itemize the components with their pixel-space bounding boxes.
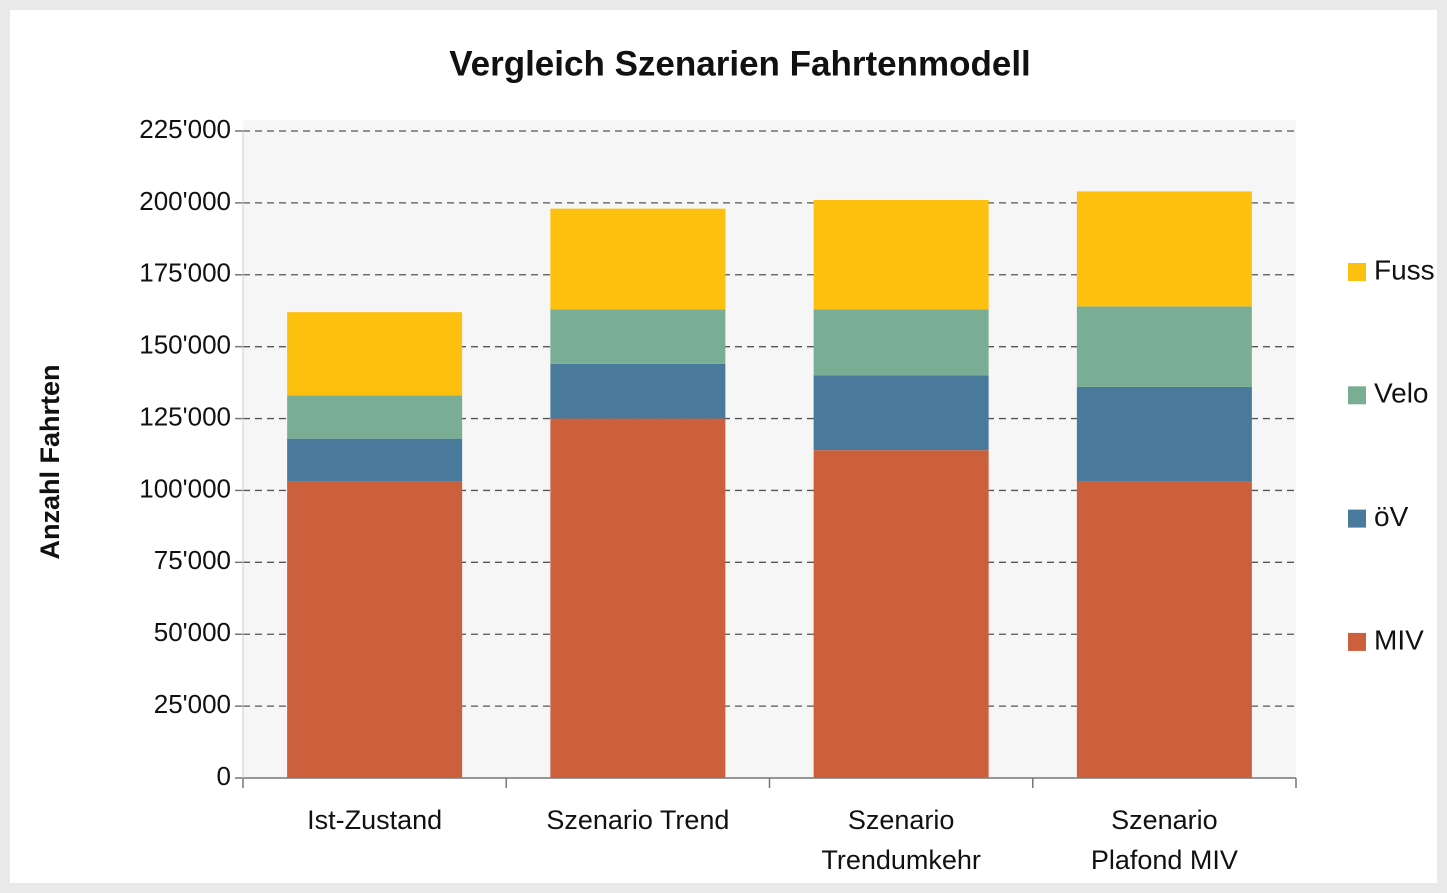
legend-label: Velo <box>1374 378 1429 409</box>
x-tick-label-line: Trendumkehr <box>821 845 981 875</box>
x-tick-label: Szenario Trend <box>546 805 729 835</box>
bar-segment <box>550 208 726 310</box>
y-tick-label: 75'000 <box>154 545 231 575</box>
bar-segment <box>1076 191 1252 307</box>
y-tick-label: 0 <box>217 761 231 791</box>
x-tick-label: Ist-Zustand <box>307 805 442 835</box>
y-tick-label: 200'000 <box>139 186 231 216</box>
x-tick-label-line: Ist-Zustand <box>307 805 442 835</box>
legend-label: öV <box>1374 501 1409 532</box>
bar-segment <box>1076 481 1252 778</box>
bar-segment <box>550 363 726 419</box>
bar-segment <box>813 450 989 778</box>
bar-segment <box>813 309 989 376</box>
legend-label: Fuss <box>1374 254 1435 285</box>
y-tick-label: 125'000 <box>139 401 231 431</box>
chart-title: Vergleich Szenarien Fahrtenmodell <box>449 44 1031 83</box>
bar-segment <box>1076 386 1252 482</box>
y-tick-label: 150'000 <box>139 330 231 360</box>
x-tick-label-line: Szenario <box>848 805 955 835</box>
legend-swatch <box>1348 509 1366 528</box>
bar-segment <box>287 438 463 482</box>
x-tick-label-line: Szenario <box>1111 805 1218 835</box>
bar-segment <box>287 481 463 778</box>
y-tick-label: 175'000 <box>139 258 231 288</box>
bar-segment <box>813 200 989 310</box>
y-tick-label: 25'000 <box>154 689 231 719</box>
x-tick-label-line: Plafond MIV <box>1091 845 1238 875</box>
bar-segment <box>813 375 989 451</box>
bar-segment <box>550 309 726 364</box>
bar-segment <box>287 312 463 396</box>
x-tick-label: Szenario Trendumkehr <box>821 805 981 875</box>
y-tick-label: 225'000 <box>139 114 231 144</box>
legend-swatch <box>1348 263 1366 281</box>
legend-swatch <box>1348 386 1366 405</box>
bar-segment <box>550 418 726 778</box>
legend-swatch <box>1348 632 1366 651</box>
y-tick-label: 50'000 <box>154 617 231 647</box>
y-tick-label: 100'000 <box>139 473 231 503</box>
bar-segment <box>1076 306 1252 387</box>
y-axis-label: Anzahl Fahrten <box>35 364 65 559</box>
legend-label: MIV <box>1374 624 1424 655</box>
x-tick-label-line: Szenario Trend <box>546 805 729 835</box>
x-tick-label: Szenario Plafond MIV <box>1091 805 1238 875</box>
bar-segment <box>287 395 463 439</box>
